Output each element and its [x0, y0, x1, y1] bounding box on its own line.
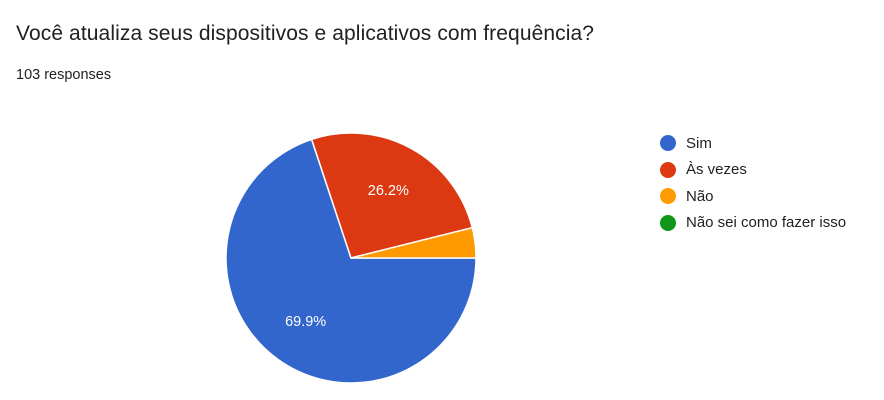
- legend-swatch: [660, 215, 676, 231]
- legend-swatch: [660, 135, 676, 151]
- legend-swatch: [660, 188, 676, 204]
- legend-label: Não: [686, 188, 714, 205]
- pie-data-label-1: 69.9%: [285, 314, 326, 330]
- legend-label: Não sei como fazer isso: [686, 214, 846, 231]
- legend-item: Sim: [660, 130, 846, 157]
- pie-data-label-2: 26.2%: [368, 183, 409, 199]
- pie-slices: [226, 133, 476, 383]
- chart-legend: Sim Às vezes Não Não sei como fazer isso: [660, 130, 846, 236]
- legend-swatch: [660, 162, 676, 178]
- legend-label: Sim: [686, 135, 712, 152]
- legend-item: Às vezes: [660, 157, 846, 184]
- legend-item: Não: [660, 183, 846, 210]
- legend-item: Não sei como fazer isso: [660, 210, 846, 237]
- legend-label: Às vezes: [686, 161, 747, 178]
